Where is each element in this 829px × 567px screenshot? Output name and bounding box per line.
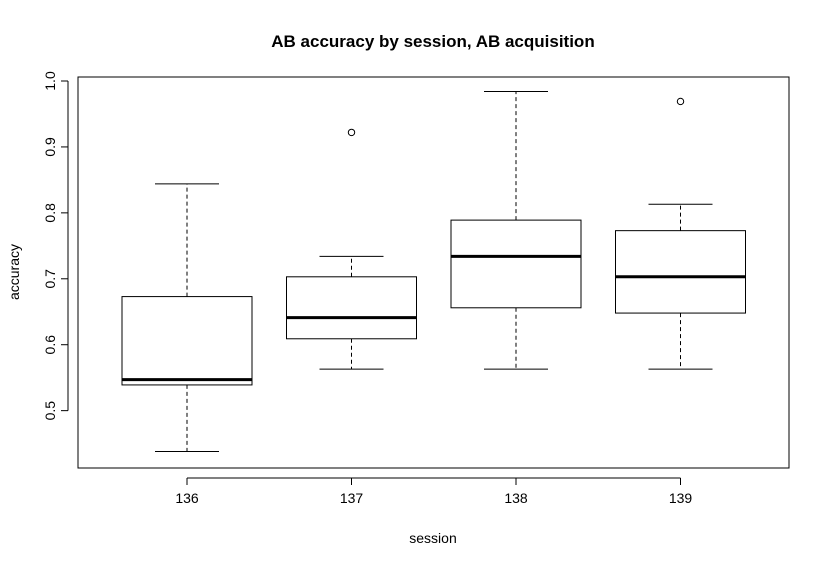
box-139 (615, 97, 746, 370)
chart-title: AB accuracy by session, AB acquisition (271, 32, 594, 51)
box-body (615, 230, 746, 314)
boxes (121, 91, 746, 453)
x-axis-label: session (409, 530, 456, 546)
y-tick-label: 0.7 (42, 269, 58, 289)
y-tick-label: 0.9 (42, 137, 58, 157)
plot-frame (77, 76, 790, 469)
x-tick-label: 139 (669, 490, 693, 506)
box-body (121, 296, 253, 386)
box-body (286, 276, 417, 340)
y-axis: 0.5 0.6 0.7 0.8 0.9 1.0 (42, 71, 69, 421)
x-tick-label: 136 (175, 490, 199, 506)
y-tick-label: 0.5 (42, 401, 58, 421)
y-axis-label: accuracy (6, 244, 22, 300)
outlier-point (676, 97, 685, 106)
box-136 (121, 183, 253, 453)
y-tick-label: 0.6 (42, 335, 58, 355)
box-138 (450, 91, 582, 370)
x-axis: 136 137 138 139 (175, 477, 693, 506)
y-tick-label: 0.8 (42, 203, 58, 223)
box-body (450, 219, 582, 309)
x-tick-label: 137 (340, 490, 364, 506)
y-tick-label: 1.0 (42, 71, 58, 91)
outlier-point (347, 128, 356, 137)
box-137 (286, 128, 417, 370)
x-tick-label: 138 (504, 490, 528, 506)
